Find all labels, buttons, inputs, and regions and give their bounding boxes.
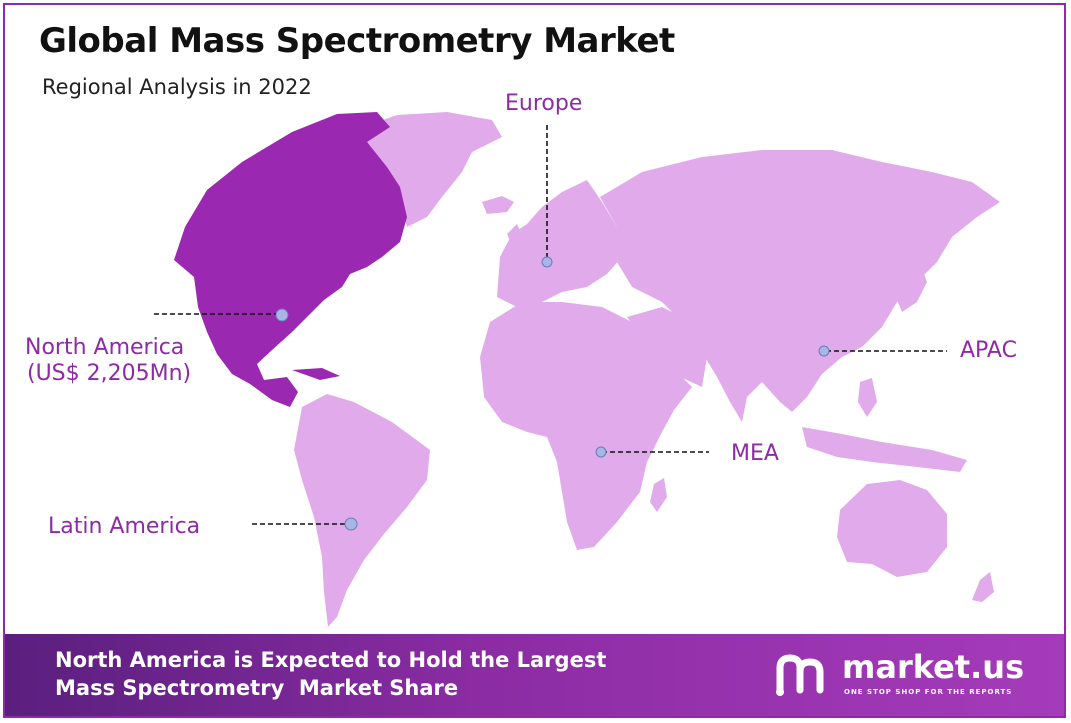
australia-shape bbox=[837, 480, 947, 577]
region-label-north-america: North America (US$ 2,205Mn) bbox=[25, 335, 191, 388]
caribbean-shape bbox=[292, 368, 340, 380]
madagascar-shape bbox=[650, 478, 667, 512]
brand-tagline: ONE STOP SHOP FOR THE REPORTS bbox=[844, 688, 1013, 696]
japan-shape bbox=[897, 264, 927, 312]
page-title: Global Mass Spectrometry Market bbox=[39, 21, 675, 61]
africa-shape bbox=[480, 302, 692, 550]
region-label-europe: Europe bbox=[505, 91, 583, 116]
philippines-shape bbox=[858, 378, 877, 417]
north-america-shape bbox=[174, 112, 407, 407]
region-label-apac: APAC bbox=[960, 338, 1017, 363]
north-america-value: (US$ 2,205Mn) bbox=[27, 361, 192, 387]
infographic-frame: Global Mass Spectrometry Market Regional… bbox=[3, 3, 1066, 718]
north-america-marker bbox=[275, 308, 289, 322]
page-subtitle: Regional Analysis in 2022 bbox=[42, 75, 312, 99]
iceland-shape bbox=[482, 196, 514, 214]
latin-america-marker bbox=[344, 517, 358, 531]
sea-islands-shape bbox=[802, 427, 967, 472]
greenland-shape bbox=[354, 112, 502, 227]
footer-banner: North America is Expected to Hold the La… bbox=[5, 634, 1064, 716]
world-map bbox=[154, 112, 1000, 627]
north-america-name: North America bbox=[25, 335, 185, 360]
brand-logo: market.us ONE STOP SHOP FOR THE REPORTS bbox=[772, 648, 1032, 704]
brand-name: market.us bbox=[842, 648, 1025, 686]
footer-line-1: North America is Expected to Hold the La… bbox=[55, 648, 607, 672]
footer-line-2: Mass Spectrometry Market Share bbox=[55, 676, 459, 700]
asia-shape bbox=[600, 150, 1000, 422]
british-isles-shape bbox=[507, 224, 524, 250]
south-america-shape bbox=[294, 394, 430, 627]
apac-marker bbox=[818, 345, 830, 357]
europe-marker bbox=[541, 256, 553, 268]
footer-message: North America is Expected to Hold the La… bbox=[55, 646, 606, 702]
market-us-logo-icon bbox=[776, 654, 824, 696]
mea-marker bbox=[595, 446, 607, 458]
region-label-mea: MEA bbox=[731, 441, 779, 466]
new-zealand-shape bbox=[972, 572, 994, 602]
europe-shape bbox=[497, 180, 622, 307]
region-label-latin-america: Latin America bbox=[48, 514, 201, 539]
